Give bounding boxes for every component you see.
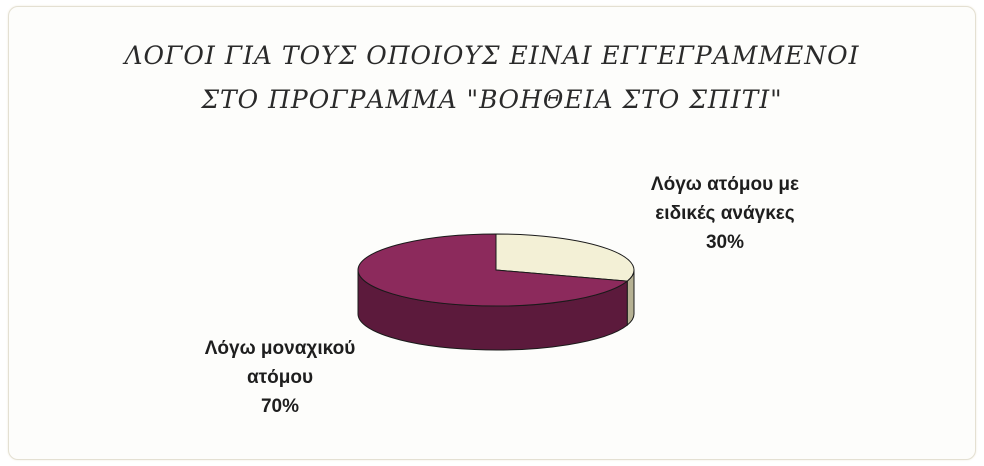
chart-title-line-1: ΛΟΓΟΙ ΓΙΑ ΤΟΥΣ ΟΠΟΙΟΥΣ ΕΙΝΑΙ ΕΓΓΕΓΡΑΜΜΕΝ… xyxy=(124,41,860,70)
pie-side-walls xyxy=(357,269,635,351)
slice-label-lonely-person: Λόγω μοναχικού ατόμου 70% xyxy=(150,334,410,421)
chart-frame xyxy=(8,6,976,460)
slice-label-special-needs: Λόγω ατόμου με ειδικές ανάγκες 30% xyxy=(600,170,850,257)
slice-value-lonely-person: 70% xyxy=(260,396,300,417)
slice-label-special-needs-line-1: Λόγω ατόμου με xyxy=(650,174,800,195)
pie-top-faces xyxy=(357,233,635,307)
slice-value-special-needs: 30% xyxy=(705,232,745,253)
slice-special-needs xyxy=(495,233,635,282)
slice-label-lonely-person-line-1: Λόγω μοναχικού xyxy=(204,338,356,359)
slice-label-lonely-person-line-2: ατόμου xyxy=(246,367,314,388)
chart-title-line-2: ΣΤΟ ΠΡΟΓΡΑΜΜΑ "ΒΟΗΘΕΙΑ ΣΤΟ ΣΠΙΤΙ" xyxy=(201,85,783,114)
slice-label-special-needs-line-2: ειδικές ανάγκες xyxy=(655,203,795,224)
slice-lonely-person xyxy=(357,233,629,307)
chart-title: ΛΟΓΟΙ ΓΙΑ ΤΟΥΣ ΟΠΟΙΟΥΣ ΕΙΝΑΙ ΕΓΓΕΓΡΑΜΜΕΝ… xyxy=(0,34,984,122)
